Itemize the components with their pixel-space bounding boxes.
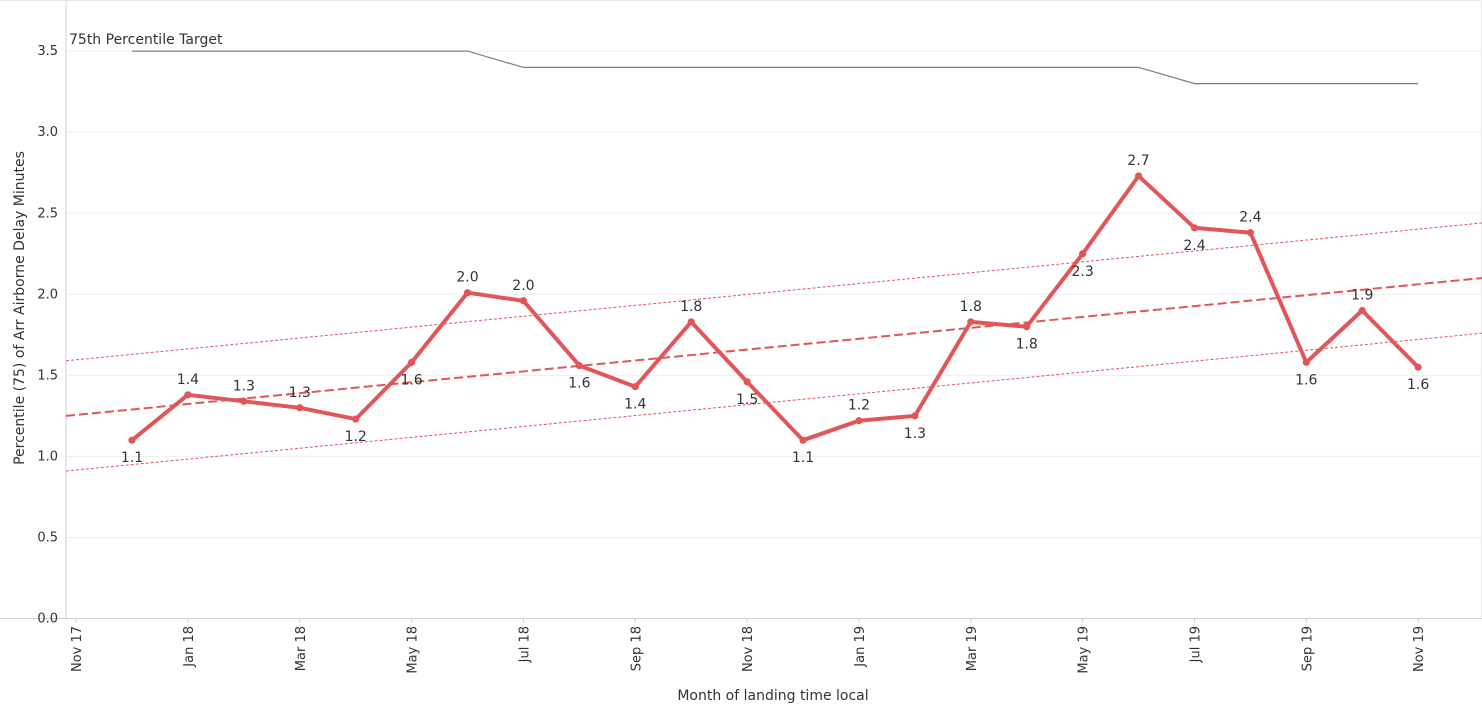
data-point	[240, 397, 248, 405]
y-tick-label: 2.5	[37, 206, 58, 221]
data-label: 1.6	[568, 376, 590, 392]
x-axis-title: Month of landing time local	[677, 688, 868, 704]
y-tick-label: 2.0	[37, 287, 58, 302]
data-label: 1.3	[289, 385, 311, 401]
y-tick-label: 0.5	[37, 530, 58, 545]
data-label: 1.2	[345, 429, 367, 445]
data-label: 1.3	[233, 378, 255, 394]
data-point	[1134, 172, 1143, 180]
axes	[0, 0, 1482, 619]
data-label: 1.9	[1351, 288, 1373, 304]
x-tick-label: Sep 18	[629, 626, 644, 671]
data-label: 2.4	[1239, 210, 1261, 226]
series-line	[130, 174, 1421, 443]
x-tick-label: Jan 19	[853, 626, 868, 668]
y-axis-title: Percentile (75) of Arr Airborne Delay Mi…	[12, 151, 28, 465]
data-point	[687, 318, 695, 326]
y-tick-label: 0.0	[37, 612, 58, 627]
data-label: 2.3	[1072, 264, 1094, 280]
data-label: 1.6	[1295, 372, 1317, 388]
data-point	[1246, 229, 1254, 237]
data-label: 1.3	[904, 426, 926, 442]
data-points	[128, 172, 1422, 444]
data-label: 1.8	[1016, 337, 1038, 353]
gridlines	[66, 50, 1482, 538]
data-point	[855, 417, 863, 425]
x-tick-label: Nov 19	[1412, 626, 1427, 672]
data-point	[743, 378, 751, 386]
data-point	[1190, 224, 1199, 232]
y-tick-label: 1.5	[37, 368, 58, 383]
data-point	[128, 436, 136, 444]
data-point	[1023, 323, 1031, 331]
data-point	[911, 412, 919, 420]
data-label: 1.1	[121, 450, 143, 466]
y-axis-ticks: 0.0 0.5 1.0 1.5 2.0 2.5 3.0 3.5	[37, 44, 58, 626]
data-label: 2.0	[456, 270, 478, 286]
data-point	[1079, 250, 1087, 258]
data-point	[408, 358, 416, 366]
data-point	[296, 404, 304, 412]
trend-lower-band	[65, 332, 1482, 472]
x-tick-label: Nov 18	[741, 626, 756, 672]
data-point	[1302, 358, 1310, 366]
data-label: 1.6	[400, 372, 422, 388]
y-tick-label: 3.0	[37, 125, 58, 140]
data-label: 1.4	[177, 372, 199, 388]
x-tick-label: May 18	[406, 626, 421, 674]
series-group	[130, 174, 1421, 443]
data-point	[575, 362, 583, 370]
data-label: 1.8	[960, 299, 982, 315]
data-label: 1.8	[680, 299, 702, 315]
data-label: 2.4	[1183, 238, 1205, 254]
data-label: 1.5	[736, 392, 758, 408]
target-label: 75th Percentile Target	[69, 32, 223, 48]
data-point	[799, 436, 807, 444]
data-point	[1414, 363, 1422, 371]
y-tick-label: 3.5	[37, 44, 58, 59]
trend-lines	[65, 222, 1482, 472]
trend-line	[65, 277, 1482, 417]
target-line-group	[132, 50, 1419, 85]
x-tick-label: Mar 19	[965, 626, 980, 671]
y-tick-label: 1.0	[37, 449, 58, 464]
data-label: 1.2	[848, 398, 870, 414]
x-tick-label: Jul 19	[1188, 626, 1203, 663]
data-point	[1358, 306, 1366, 315]
data-point	[352, 415, 360, 423]
data-label: 1.6	[1407, 377, 1429, 393]
data-point	[184, 391, 192, 399]
data-point	[631, 383, 639, 391]
data-label: 2.0	[512, 278, 534, 294]
x-tick-label: May 19	[1077, 626, 1092, 674]
trend-upper-band	[65, 222, 1482, 362]
data-label: 1.1	[792, 450, 814, 466]
data-point	[519, 297, 528, 305]
x-tick-label: Jul 18	[517, 626, 532, 663]
x-tick-label: Sep 19	[1300, 626, 1315, 671]
data-point	[463, 289, 472, 297]
data-label: 1.4	[624, 397, 646, 413]
x-axis-ticks: Nov 17 Jan 18 Mar 18 May 18 Jul 18 Sep 18 Nov …	[70, 618, 1427, 674]
data-label: 2.7	[1127, 153, 1149, 169]
x-tick-label: Nov 17	[70, 626, 85, 672]
x-tick-label: Mar 18	[294, 626, 309, 671]
target-line	[132, 50, 1419, 85]
x-tick-label: Jan 18	[182, 626, 197, 668]
data-labels: 1.1 1.4 1.3 1.3 1.2 1.6 2.0 2.0 1.6 1.4 1.8 1.5 1.1 1…	[121, 153, 1430, 466]
data-point	[967, 318, 975, 326]
